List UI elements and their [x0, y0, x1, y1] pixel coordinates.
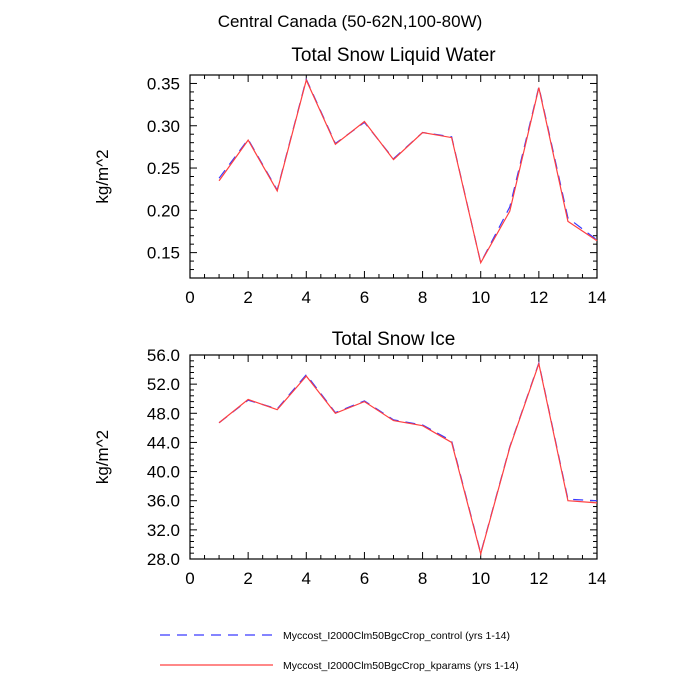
figure-title: Central Canada (50-62N,100-80W) [218, 12, 483, 31]
x-tick-label: 2 [243, 569, 252, 588]
x-tick-label: 10 [471, 288, 490, 307]
chart-panel-1: Total Snow Liquid Water 0 2 4 6 8 10 12 14 0.15 0.… [93, 45, 606, 307]
series-line-control [218, 77, 598, 265]
y-tick-label: 44.0 [147, 433, 180, 452]
y-tick-label: 40.0 [147, 463, 180, 482]
y-axis-label: kg/m^2 [93, 430, 112, 484]
x-tick-label: 0 [185, 288, 194, 307]
x-tick-label: 12 [529, 569, 548, 588]
series-line-kparams [218, 361, 598, 557]
y-tick-label: 0.25 [147, 159, 180, 178]
series-line-kparams [218, 78, 598, 265]
y-tick-label: 52.0 [147, 375, 180, 394]
x-tick-label: 14 [588, 288, 607, 307]
plot-frame [189, 354, 598, 560]
chart-title: Total Snow Ice [332, 329, 456, 350]
chart-title: Total Snow Liquid Water [291, 45, 496, 66]
legend-label: Myccost_I2000Clm50BgcCrop_control (yrs 1… [283, 630, 510, 642]
x-tick-label: 10 [471, 569, 490, 588]
x-tick-label: 0 [185, 569, 194, 588]
y-tick-label: 48.0 [147, 404, 180, 423]
y-tick-label: 28.0 [147, 550, 180, 569]
legend-label: Myccost_I2000Clm50BgcCrop_kparams (yrs 1… [283, 660, 519, 672]
x-tick-label: 6 [360, 569, 369, 588]
legend: Myccost_I2000Clm50BgcCrop_control (yrs 1… [160, 630, 519, 672]
x-tick-label: 6 [360, 288, 369, 307]
x-tick-label: 4 [302, 288, 311, 307]
charts-group: Total Snow Liquid Water 0 2 4 6 8 10 12 14 0.15 0.… [93, 45, 606, 588]
y-tick-label: 0.35 [147, 74, 180, 93]
y-axis-label: kg/m^2 [93, 149, 112, 203]
y-tick-label: 0.15 [147, 244, 180, 263]
y-tick-label: 0.30 [147, 117, 180, 136]
y-tick-label: 32.0 [147, 521, 180, 540]
x-tick-label: 14 [588, 569, 607, 588]
y-tick-label: 56.0 [147, 346, 180, 365]
x-tick-label: 2 [243, 288, 252, 307]
y-tick-label: 36.0 [147, 492, 180, 511]
x-tick-label: 8 [418, 288, 427, 307]
chart-panel-2: Total Snow Ice 0 2 4 6 8 10 12 14 28.0 32.0 36.0 40.… [93, 329, 606, 588]
x-tick-label: 4 [302, 569, 311, 588]
x-tick-label: 12 [529, 288, 548, 307]
x-tick-label: 8 [418, 569, 427, 588]
plot-frame [189, 74, 598, 279]
series-line-control [218, 360, 598, 556]
y-tick-label: 0.20 [147, 201, 180, 220]
